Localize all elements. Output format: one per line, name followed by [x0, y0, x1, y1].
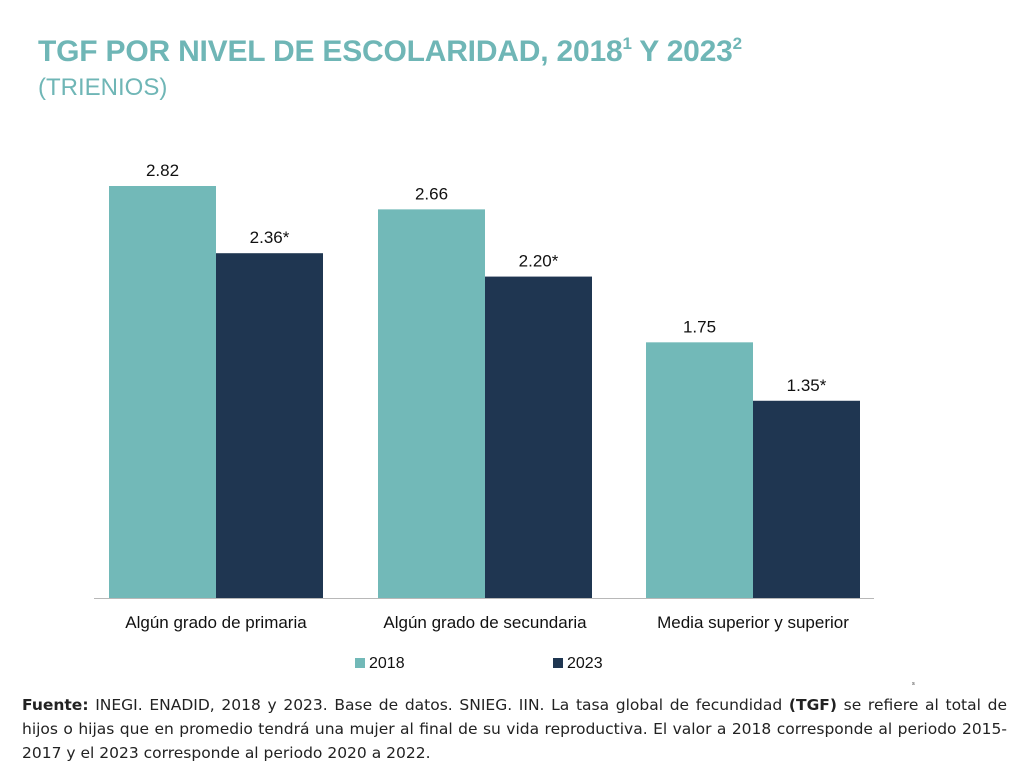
source-label: Fuente: [22, 696, 89, 714]
footnote-text-2: se refiere al total de hijos o hijas que… [22, 696, 1007, 762]
title-footnote-1: 1 [622, 34, 632, 53]
title-mid: Y 2023 [631, 35, 733, 68]
category-label-1: Algún grado de primaria [125, 613, 307, 632]
bar-2023-2 [485, 276, 592, 598]
bar-2023-1 [216, 253, 323, 598]
data-label-2023-2: 2.20* [519, 252, 559, 271]
data-label-2018-1: 2.82 [146, 161, 179, 180]
title-footnote-2: 2 [732, 34, 742, 53]
category-label-3: Media superior y superior [657, 613, 849, 632]
legend-label-2023: 2023 [567, 655, 603, 672]
data-label-2023-3: 1.35* [787, 376, 827, 395]
footnote-text-1: INEGI. ENADID, 2018 y 2023. Base de dato… [88, 696, 789, 714]
title-main: TGF POR NIVEL DE ESCOLARIDAD, 2018 [38, 35, 623, 68]
stray-mark: ˢ [912, 680, 915, 689]
legend-label-2018: 2018 [369, 655, 405, 672]
category-label-2: Algún grado de secundaria [383, 613, 587, 632]
bar-2018-1 [109, 186, 216, 598]
data-label-2023-1: 2.36* [250, 228, 290, 247]
bar-chart: 2.82 2.36* Algún grado de primaria 2.66 2.20… [94, 161, 874, 672]
legend-swatch-2023 [553, 658, 563, 668]
tgf-label: (TGF) [788, 696, 837, 714]
footnote: Fuente: INEGI. ENADID, 2018 y 2023. Base… [22, 693, 1007, 765]
chart-title: TGF POR NIVEL DE ESCOLARIDAD, 20181 Y 20… [38, 34, 742, 69]
data-label-2018-3: 1.75 [683, 317, 716, 336]
bar-2018-3 [646, 342, 753, 598]
chart-subtitle: (TRIENIOS) [38, 74, 168, 101]
data-label-2018-2: 2.66 [415, 184, 448, 203]
legend-swatch-2018 [355, 658, 365, 668]
bar-2023-3 [753, 400, 860, 598]
bar-2018-2 [378, 209, 485, 598]
